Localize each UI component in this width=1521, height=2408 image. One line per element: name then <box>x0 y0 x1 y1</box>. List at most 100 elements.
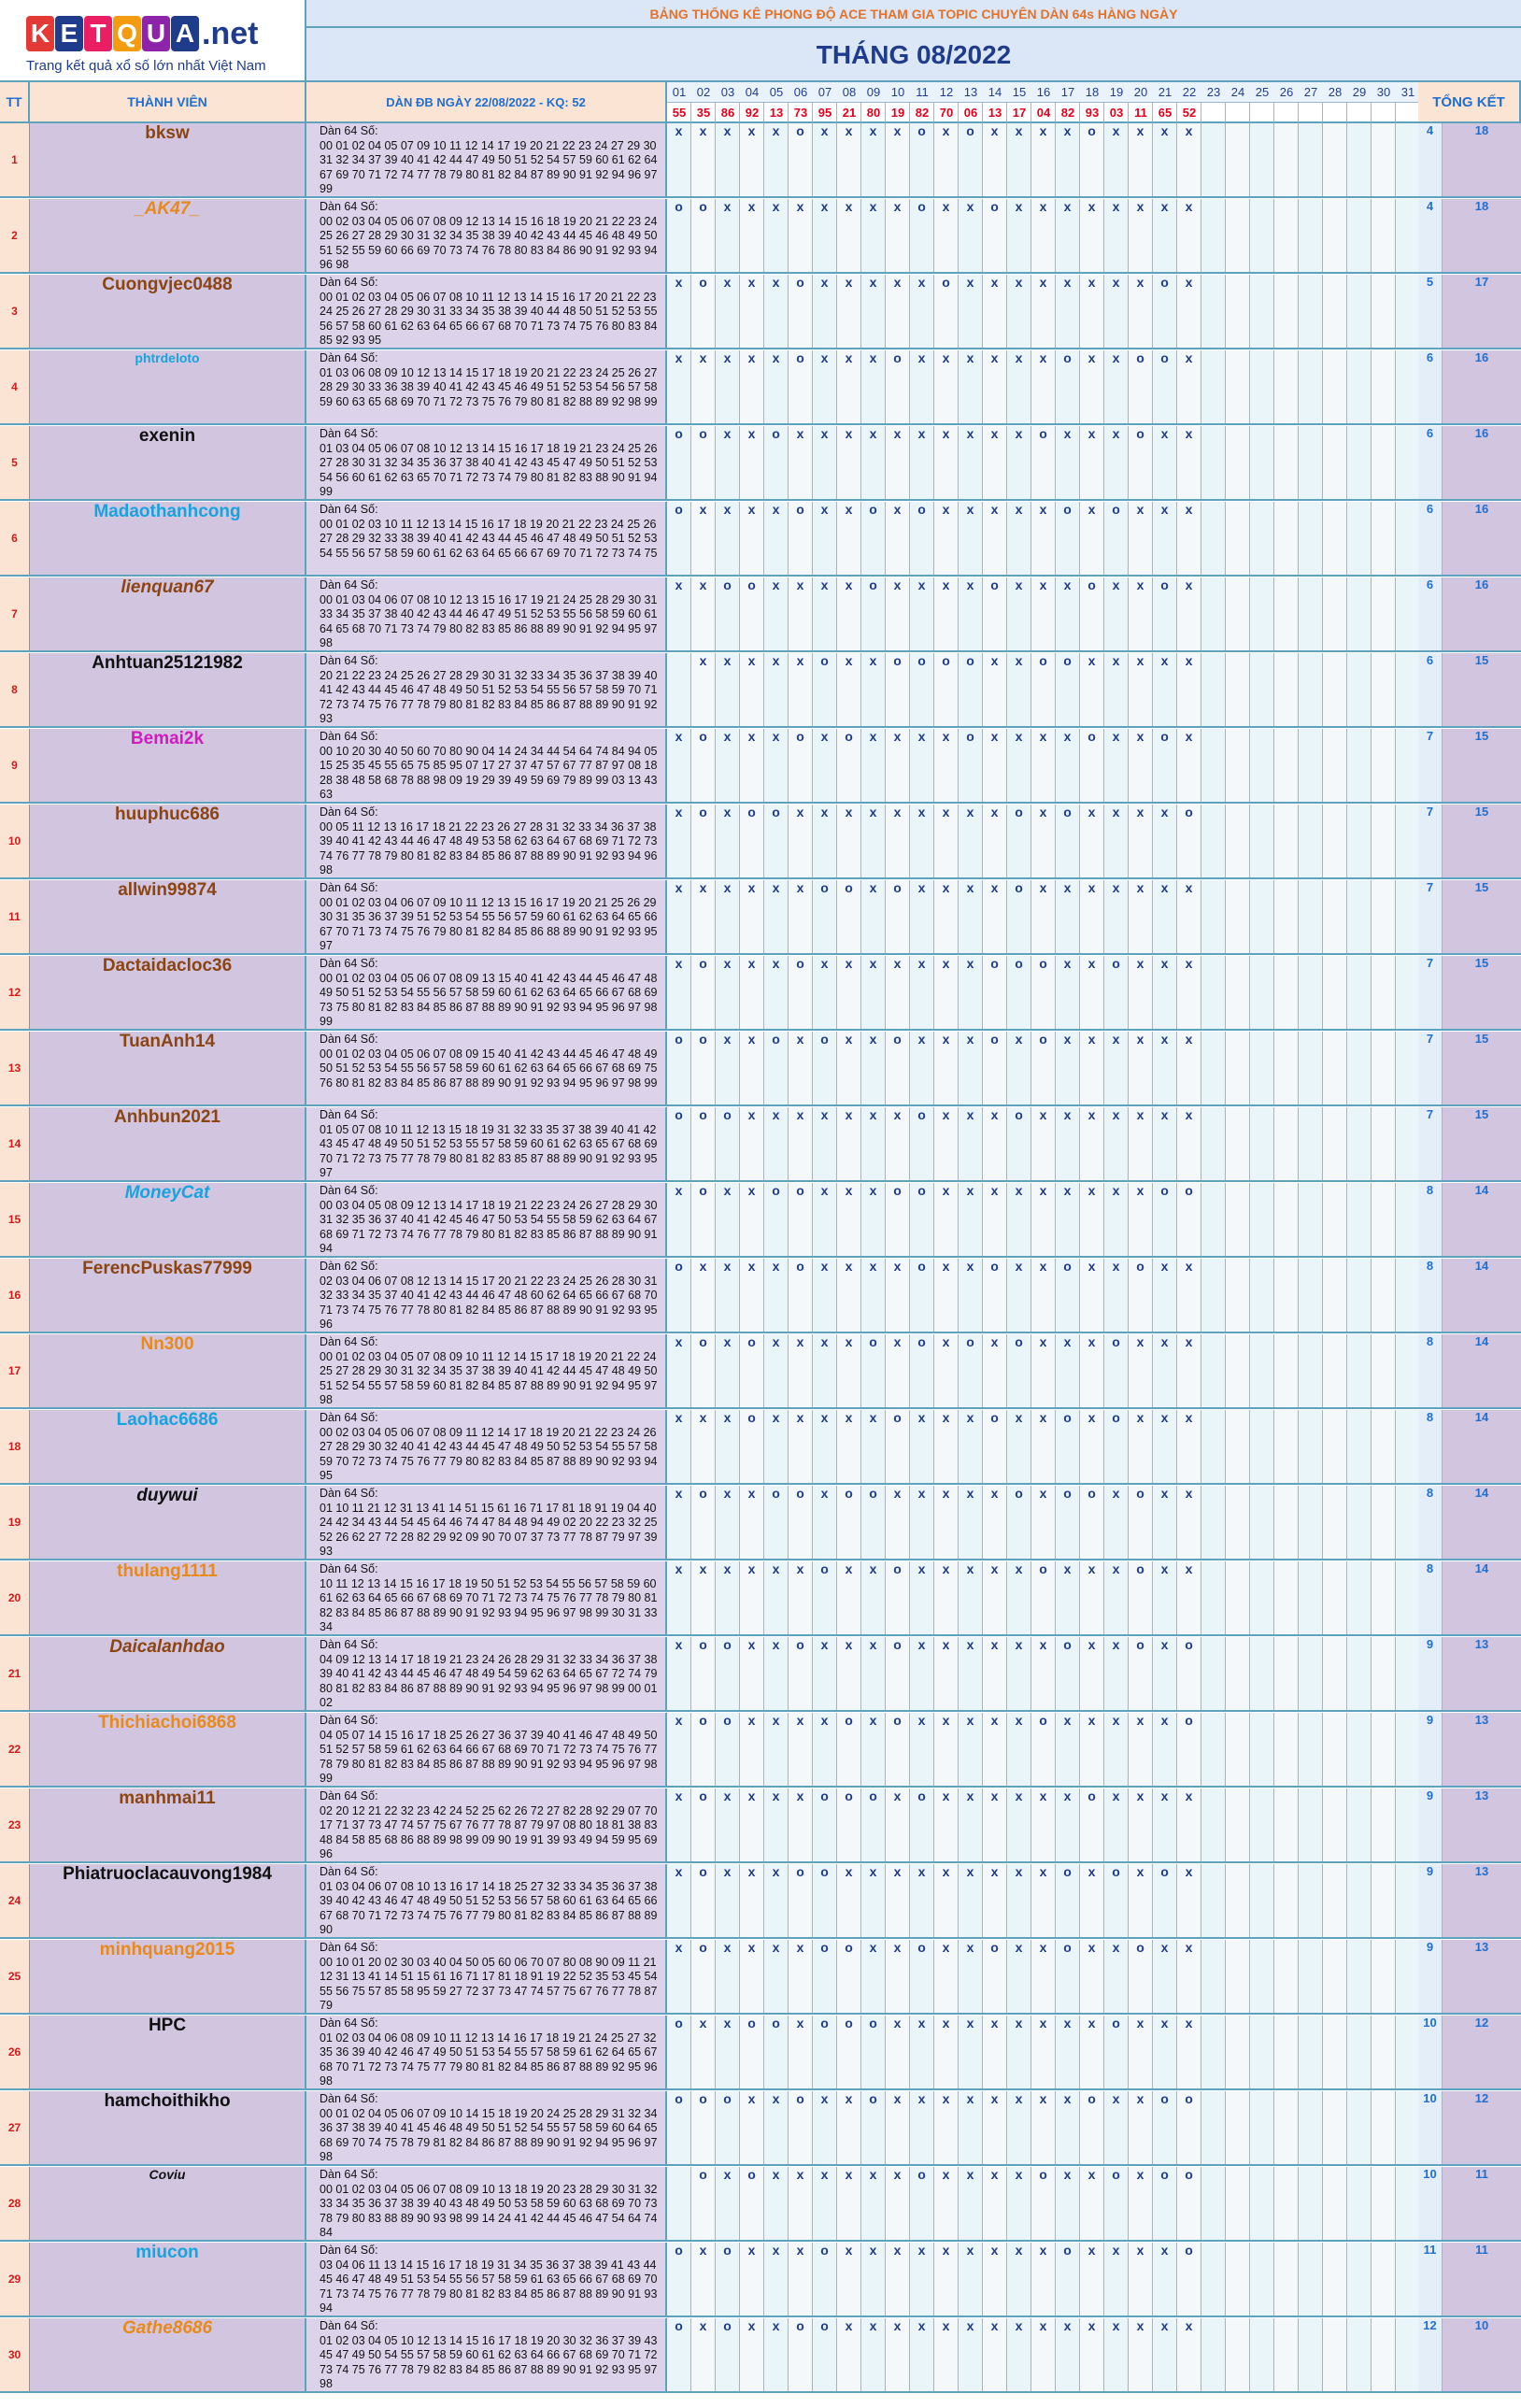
day-mark <box>1274 1940 1299 2013</box>
day-mark: x <box>764 1259 789 1332</box>
day-mark: x <box>740 1259 764 1332</box>
day-mark: o <box>983 956 1007 1029</box>
member-name[interactable]: HPC <box>30 2016 306 2088</box>
day-mark: x <box>1177 502 1201 575</box>
day-mark <box>1226 1183 1250 1256</box>
day-mark: x <box>1031 1486 1056 1559</box>
total-hits: 4 <box>1418 123 1443 196</box>
member-name[interactable]: allwin99874 <box>30 880 306 953</box>
number-set-title: Dàn 64 Số: <box>320 1865 378 1878</box>
day-mark <box>1396 2016 1420 2088</box>
member-name[interactable]: Cuongvjec0488 <box>30 275 306 348</box>
day-mark: x <box>1177 1788 1201 1861</box>
member-name[interactable]: Phiatruoclacauvong1984 <box>30 1864 306 1937</box>
number-set-title: Dàn 64 Số: <box>320 1941 378 1954</box>
day-mark <box>1274 1561 1299 1634</box>
day-mark: o <box>1080 1486 1104 1559</box>
member-name[interactable]: duywui <box>30 1486 306 1559</box>
member-name[interactable]: huuphuc686 <box>30 805 306 877</box>
day-mark: x <box>886 577 910 650</box>
day-number: 21 <box>1153 82 1177 103</box>
day-mark <box>1250 350 1274 423</box>
day-mark <box>1299 1183 1323 1256</box>
day-mark <box>1250 1107 1274 1180</box>
number-set-cell: Dàn 64 Số: 04 05 07 14 15 16 17 18 25 26 … <box>306 1713 667 1786</box>
member-name[interactable]: Anhtuan25121982 <box>30 653 306 726</box>
day-mark: o <box>1129 1940 1153 2013</box>
day-mark <box>1347 2243 1372 2315</box>
member-name[interactable]: manhmai11 <box>30 1788 306 1861</box>
member-name[interactable]: _AK47_ <box>30 199 306 272</box>
day-mark: x <box>1031 880 1056 953</box>
logo-wordmark: K E T Q U A .net <box>26 11 258 56</box>
day-mark <box>1396 1561 1420 1634</box>
member-name[interactable]: phtrdeloto <box>30 350 306 423</box>
day-mark <box>1299 1259 1323 1332</box>
day-mark: x <box>764 502 789 575</box>
total-score: 15 <box>1443 880 1521 953</box>
member-name[interactable]: Dactaidacloc36 <box>30 956 306 1029</box>
day-mark: x <box>910 1637 934 1710</box>
day-mark: o <box>764 2016 789 2088</box>
day-mark <box>1201 1486 1226 1559</box>
member-name[interactable]: MoneyCat <box>30 1183 306 1256</box>
day-mark: x <box>813 805 837 877</box>
total-score: 18 <box>1443 199 1521 272</box>
day-mark <box>1372 199 1396 272</box>
day-mark: x <box>886 2243 910 2315</box>
day-mark: x <box>764 653 789 726</box>
day-mark: o <box>1104 2016 1129 2088</box>
member-name[interactable]: thulang1111 <box>30 1561 306 1634</box>
day-mark: x <box>1177 1561 1201 1634</box>
member-name[interactable]: Bemai2k <box>30 729 306 802</box>
member-name[interactable]: Thichiachoi6868 <box>30 1713 306 1786</box>
member-name[interactable]: Daicalanhdao <box>30 1637 306 1710</box>
member-name[interactable]: miucon <box>30 2243 306 2315</box>
member-name[interactable]: exenin <box>30 426 306 499</box>
member-name[interactable]: TuanAnh14 <box>30 1032 306 1104</box>
day-mark: o <box>983 1259 1007 1332</box>
day-mark <box>1372 653 1396 726</box>
day-mark: x <box>861 275 886 348</box>
day-number: 07 <box>813 82 837 103</box>
number-set-title: Dàn 64 Số: <box>320 276 378 289</box>
member-name[interactable]: bksw <box>30 123 306 196</box>
day-mark: x <box>1177 426 1201 499</box>
table-row: 13 TuanAnh14 Dàn 64 Số: 00 01 02 03 04 05 0… <box>0 1032 1521 1106</box>
day-mark <box>1396 1410 1420 1483</box>
day-mark: x <box>1104 880 1129 953</box>
day-mark: o <box>1031 426 1056 499</box>
day-mark <box>1299 2318 1323 2391</box>
member-name[interactable]: Anhbun2021 <box>30 1107 306 1180</box>
day-mark: x <box>667 1788 691 1861</box>
day-mark: x <box>837 1410 861 1483</box>
site-logo[interactable]: K E T Q U A .net Trang kết quả xổ số lớn… <box>0 0 306 82</box>
member-name[interactable]: Coviu <box>30 2167 306 2240</box>
day-mark: x <box>861 1940 886 2013</box>
day-mark <box>1323 1637 1347 1710</box>
member-name[interactable]: minhquang2015 <box>30 1940 306 2013</box>
member-name[interactable]: Laohac6686 <box>30 1410 306 1483</box>
day-mark <box>1347 502 1372 575</box>
day-mark: o <box>886 1713 910 1786</box>
member-name[interactable]: Madaothanhcong <box>30 502 306 575</box>
member-name[interactable]: FerencPuskas77999 <box>30 1259 306 1332</box>
member-name[interactable]: Gathe8686 <box>30 2318 306 2391</box>
number-set-values: 00 01 02 03 04 05 06 07 08 10 11 12 13 1… <box>320 290 658 348</box>
day-mark: x <box>910 880 934 953</box>
member-name[interactable]: Nn300 <box>30 1334 306 1407</box>
member-name[interactable]: lienquan67 <box>30 577 306 650</box>
day-mark: o <box>691 729 716 802</box>
day-mark: x <box>886 1334 910 1407</box>
day-mark <box>1323 653 1347 726</box>
day-mark: o <box>667 199 691 272</box>
member-name[interactable]: hamchoithikho <box>30 2091 306 2164</box>
number-set-cell: Dàn 64 Số: 01 02 03 04 06 08 09 10 11 12 … <box>306 2016 667 2088</box>
day-mark: x <box>1080 1032 1104 1104</box>
day-number: 18 <box>1080 82 1104 103</box>
day-mark: o <box>789 1486 813 1559</box>
day-mark: o <box>740 1410 764 1483</box>
day-mark <box>667 2167 691 2240</box>
day-mark: x <box>691 653 716 726</box>
day-mark: x <box>886 1864 910 1937</box>
